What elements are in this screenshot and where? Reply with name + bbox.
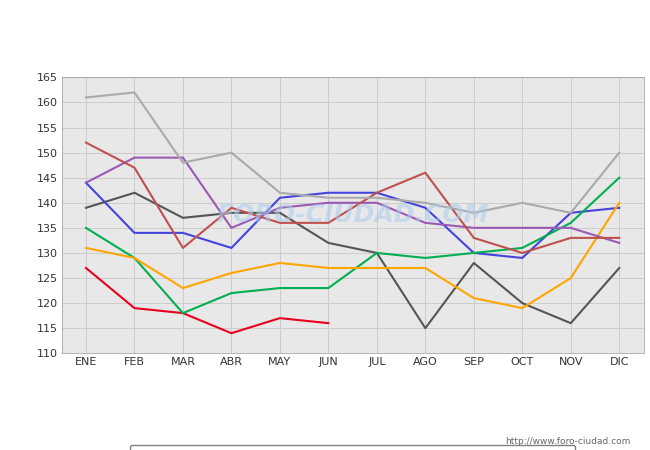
Text: http://www.foro-ciudad.com: http://www.foro-ciudad.com	[505, 436, 630, 446]
Text: Afiliados en Villanueva de Bogas a 31/5/2024: Afiliados en Villanueva de Bogas a 31/5/…	[137, 9, 513, 27]
Text: FORO-CIUDAD.COM: FORO-CIUDAD.COM	[216, 203, 489, 227]
Legend: 2024, 2023, 2022, 2021, 2020, 2019, 2018, 2017: 2024, 2023, 2022, 2021, 2020, 2019, 2018…	[130, 445, 575, 450]
